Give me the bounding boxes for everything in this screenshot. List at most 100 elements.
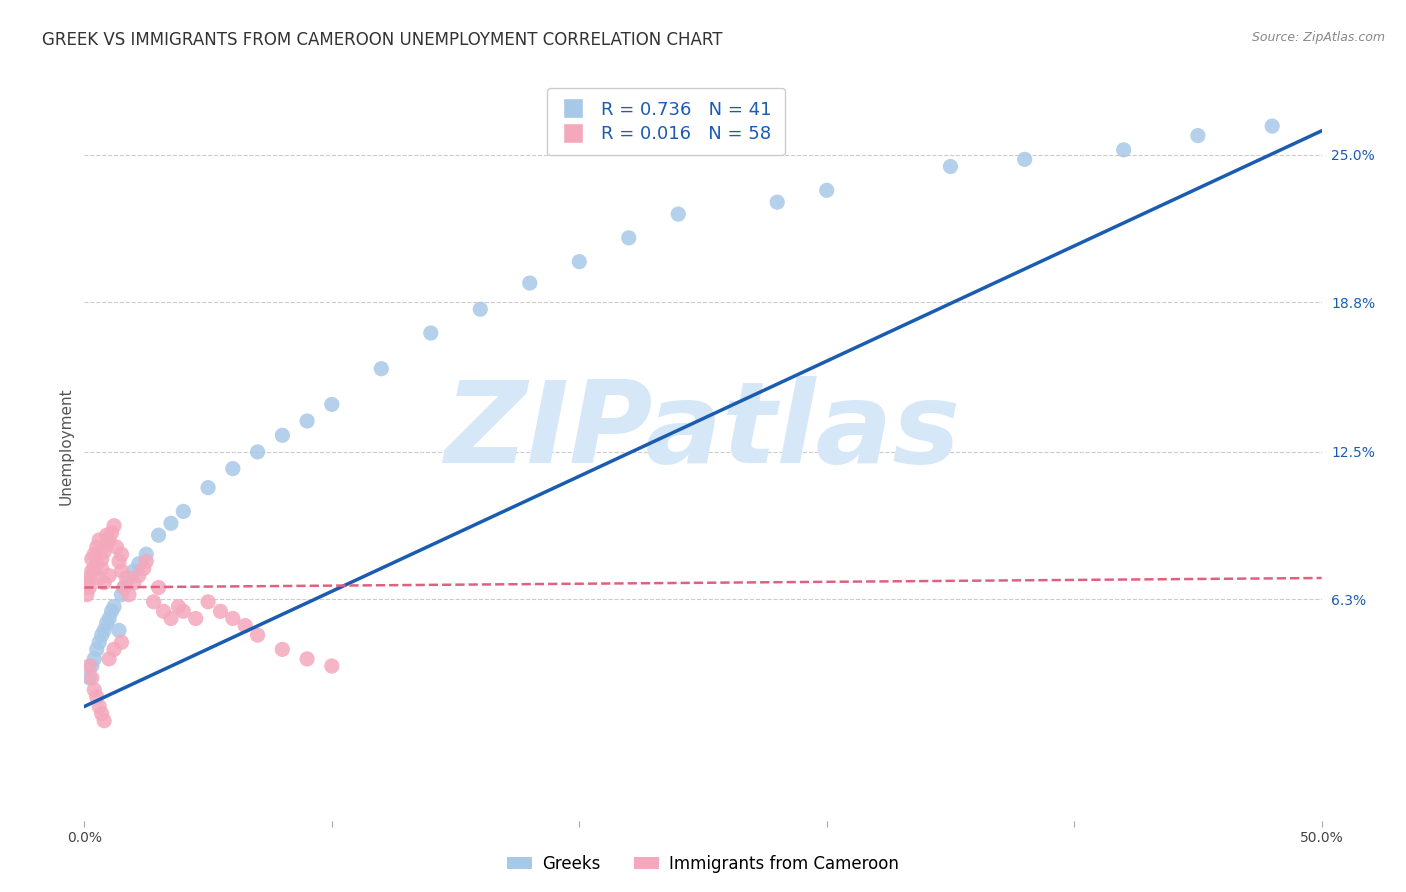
Point	[103, 599, 125, 614]
Point	[1112, 143, 1135, 157]
Point	[1014, 153, 1036, 167]
Point	[152, 604, 174, 618]
Point	[766, 195, 789, 210]
Point	[100, 525, 122, 540]
Point	[295, 652, 318, 666]
Point	[197, 481, 219, 495]
Point	[222, 611, 245, 625]
Point	[96, 538, 118, 552]
Point	[86, 690, 108, 704]
Point	[271, 642, 294, 657]
Point	[321, 659, 343, 673]
Point	[112, 581, 135, 595]
Point	[118, 588, 141, 602]
Point	[470, 302, 492, 317]
Point	[321, 397, 343, 411]
Point	[122, 575, 145, 590]
Point	[148, 528, 170, 542]
Point	[110, 635, 132, 649]
Point	[110, 564, 132, 578]
Point	[135, 554, 157, 568]
Point	[93, 714, 115, 728]
Point	[128, 568, 150, 582]
Point	[617, 231, 640, 245]
Point	[135, 547, 157, 561]
Point	[80, 659, 103, 673]
Legend: R = 0.736   N = 41, R = 0.016   N = 58: R = 0.736 N = 41, R = 0.016 N = 58	[547, 88, 785, 155]
Point	[90, 628, 112, 642]
Point	[86, 642, 108, 657]
Point	[76, 575, 98, 590]
Point	[83, 547, 105, 561]
Point	[246, 445, 269, 459]
Point	[89, 699, 111, 714]
Y-axis label: Unemployment: Unemployment	[58, 387, 73, 505]
Point	[519, 276, 541, 290]
Point	[419, 326, 441, 340]
Point	[96, 528, 118, 542]
Point	[108, 624, 131, 638]
Point	[271, 428, 294, 442]
Point	[110, 547, 132, 561]
Point	[1187, 128, 1209, 143]
Point	[108, 554, 131, 568]
Point	[80, 671, 103, 685]
Point	[103, 642, 125, 657]
Point	[132, 561, 155, 575]
Point	[128, 557, 150, 571]
Point	[233, 618, 256, 632]
Point	[112, 581, 135, 595]
Point	[89, 571, 111, 585]
Point	[98, 611, 121, 625]
Point	[1261, 119, 1284, 133]
Point	[86, 540, 108, 554]
Text: Source: ZipAtlas.com: Source: ZipAtlas.com	[1251, 31, 1385, 45]
Text: GREEK VS IMMIGRANTS FROM CAMEROON UNEMPLOYMENT CORRELATION CHART: GREEK VS IMMIGRANTS FROM CAMEROON UNEMPL…	[42, 31, 723, 49]
Point	[110, 588, 132, 602]
Point	[93, 545, 115, 559]
Point	[83, 561, 105, 575]
Point	[100, 604, 122, 618]
Point	[90, 706, 112, 721]
Point	[167, 599, 190, 614]
Point	[246, 628, 269, 642]
Point	[160, 516, 183, 531]
Point	[98, 568, 121, 582]
Point	[93, 575, 115, 590]
Point	[93, 624, 115, 638]
Point	[79, 571, 101, 585]
Point	[666, 207, 689, 221]
Point	[96, 616, 118, 631]
Point	[197, 595, 219, 609]
Point	[90, 552, 112, 566]
Point	[939, 160, 962, 174]
Point	[815, 183, 838, 197]
Point	[160, 611, 183, 625]
Point	[142, 595, 165, 609]
Point	[83, 652, 105, 666]
Point	[370, 361, 392, 376]
Point	[76, 588, 98, 602]
Point	[79, 659, 101, 673]
Point	[568, 254, 591, 268]
Point	[98, 652, 121, 666]
Legend: Greeks, Immigrants from Cameroon: Greeks, Immigrants from Cameroon	[501, 848, 905, 880]
Point	[222, 461, 245, 475]
Point	[79, 671, 101, 685]
Point	[103, 518, 125, 533]
Point	[148, 581, 170, 595]
Point	[184, 611, 207, 625]
Point	[172, 604, 194, 618]
Point	[172, 504, 194, 518]
Point	[115, 571, 138, 585]
Point	[209, 604, 232, 618]
Point	[86, 557, 108, 571]
Point	[79, 581, 101, 595]
Point	[118, 571, 141, 585]
Point	[89, 635, 111, 649]
Point	[98, 533, 121, 547]
Point	[83, 682, 105, 697]
Point	[295, 414, 318, 428]
Point	[90, 561, 112, 575]
Text: ZIPatlas: ZIPatlas	[444, 376, 962, 486]
